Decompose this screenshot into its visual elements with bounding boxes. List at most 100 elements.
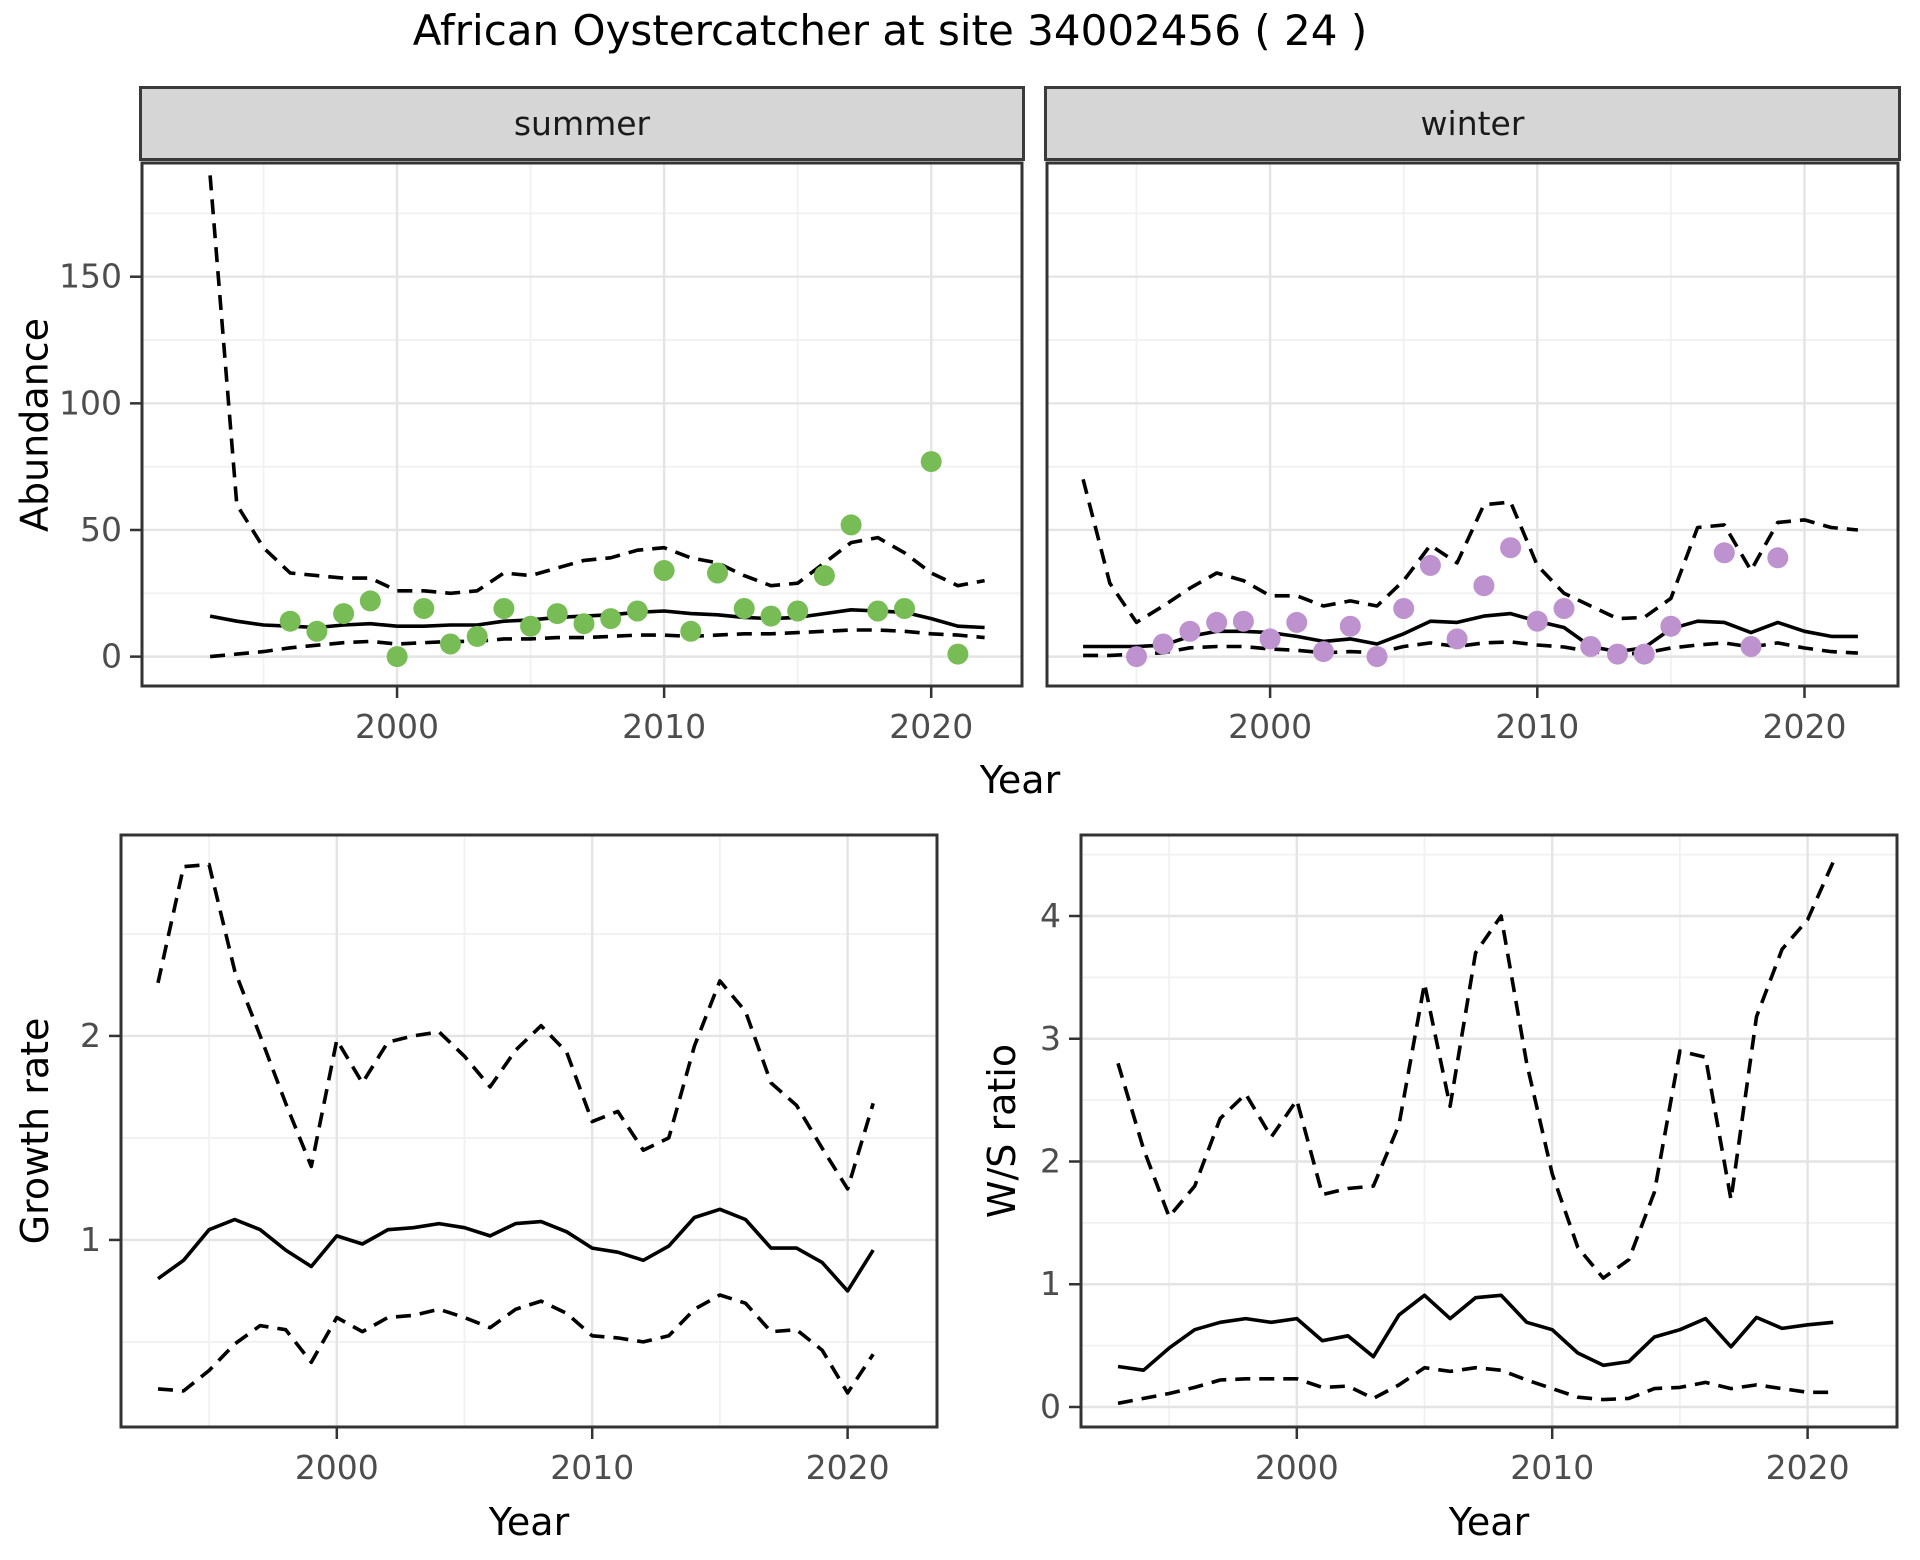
abundance-summer-point-2009 [626,600,648,622]
abundance-summer-upper_ci-line [208,175,985,596]
ws-ratio-x-tick-label-2010: 2010 [1510,1448,1594,1487]
abundance-winter-point-2018 [1740,636,1762,657]
growth-rate-panel-border [119,833,939,1429]
growth-rate-y-tick-label-2: 2 [80,1016,101,1055]
ws-ratio-y-tick-label-3: 3 [1040,1019,1061,1058]
abundance-winter-point-1997 [1179,620,1201,642]
growth-rate-median-line [156,1207,875,1293]
abundance-winter-x-tick-label-2000: 2000 [1228,707,1312,746]
plot-title: African Oystercatcher at site 34002456 (… [412,6,1368,55]
abundance-winter-point-2005 [1393,598,1415,619]
abundance-summer-point-2011 [680,620,702,642]
abundance-summer-y-tick-label-50: 50 [80,510,122,549]
x-axis-title-year-growth: Year [488,1500,570,1544]
abundance-winter-point-2007 [1446,628,1468,650]
abundance-summer-point-2019 [894,598,915,619]
abundance-winter-panel-bg [1047,163,1898,686]
abundance-summer-point-1999 [359,590,381,612]
abundance-winter-point-2012 [1580,636,1602,657]
abundance-winter-lower_ci-line [1083,640,1859,658]
abundance-winter-x-tick-label-2020: 2020 [1762,707,1846,746]
ws-ratio-panel-bg [1081,835,1897,1427]
abundance-summer-y-tick-label-100: 100 [59,383,122,422]
abundance-summer-x-tick-label-2020: 2020 [889,707,973,746]
abundance-summer-lower_ci-line [209,628,985,659]
abundance-summer-panel-border [140,161,1024,688]
abundance-winter-point-2019 [1767,547,1789,569]
growth-rate-x-tick-label-2020: 2020 [806,1448,890,1487]
abundance-winter-point-1998 [1206,611,1228,633]
growth-rate-x-tick-label-2010: 2010 [550,1448,634,1487]
abundance-winter-point-1995 [1126,646,1147,668]
ws-ratio-lower_ci-line [1117,1365,1834,1406]
abundance-summer-point-1998 [333,603,355,625]
abundance-winter-point-1996 [1152,633,1174,655]
abundance-winter-panel-border [1045,161,1900,688]
abundance-winter-median-line [1083,611,1858,654]
abundance-winter-point-2008 [1473,575,1495,597]
abundance-winter-point-2010 [1526,610,1548,632]
abundance-winter-point-1999 [1232,610,1254,632]
ws-ratio-x-tick-label-2000: 2000 [1255,1448,1339,1487]
ws-ratio-y-tick-label-0: 0 [1040,1387,1061,1426]
ws-ratio-panel-border [1079,833,1899,1429]
growth-rate-upper_ci-line [156,862,875,1191]
abundance-summer-point-2021 [947,643,969,665]
abundance-winter-point-2014 [1633,643,1655,665]
abundance-winter-point-2015 [1660,615,1682,637]
abundance-summer-point-1996 [279,610,301,632]
abundance-summer-point-2017 [840,514,862,536]
abundance-winter-point-2009 [1500,537,1522,559]
abundance-summer-point-2014 [760,605,782,627]
abundance-summer-y-tick-label-150: 150 [59,257,122,296]
facet-strip-summer: summer [139,86,1025,161]
growth-rate-y-tick-label-1: 1 [80,1220,101,1259]
abundance-winter-x-tick-label-2010: 2010 [1495,707,1579,746]
growth-rate-x-tick-label-2000: 2000 [295,1448,379,1487]
abundance-summer-point-2003 [466,625,488,647]
abundance-summer-point-2015 [787,600,809,622]
abundance-summer-point-2018 [867,600,889,622]
x-axis-title-year-top: Year [979,758,1061,802]
abundance-winter-point-2011 [1553,598,1575,619]
abundance-summer-point-2000 [386,646,408,668]
abundance-summer-point-2008 [600,608,622,630]
abundance-winter-upper_ci-line [1081,478,1859,625]
abundance-winter-point-2003 [1339,615,1361,637]
abundance-winter-point-2017 [1713,542,1735,564]
abundance-summer-point-1997 [306,620,328,642]
growth-rate-lower_ci-line [157,1293,875,1395]
abundance-summer-x-tick-label-2000: 2000 [355,707,439,746]
abundance-summer-panel-bg [142,163,1022,686]
facet-strip-summer-label: summer [513,104,651,143]
ws-ratio-upper_ci-line [1116,861,1835,1280]
abundance-summer-x-tick-label-2010: 2010 [622,707,706,746]
abundance-winter-point-2004 [1366,646,1388,668]
facet-strip-winter-label: winter [1420,104,1525,143]
abundance-winter-point-2013 [1607,643,1628,665]
abundance-summer-point-2020 [920,451,942,473]
abundance-summer-y-tick-label-0: 0 [101,637,122,676]
abundance-winter-point-2001 [1286,611,1308,633]
abundance-summer-point-2005 [520,615,542,637]
abundance-winter-point-2006 [1419,554,1441,576]
ws-ratio-y-tick-label-4: 4 [1040,896,1061,935]
abundance-winter-point-2000 [1259,628,1281,650]
abundance-summer-median-line [209,607,985,630]
abundance-summer-point-2012 [707,562,728,584]
abundance-summer-point-2002 [440,633,461,655]
facet-strip-winter: winter [1044,86,1901,161]
ws-ratio-x-tick-label-2020: 2020 [1766,1448,1850,1487]
x-axis-title-year-ws: Year [1448,1500,1530,1544]
ws-ratio-y-tick-label-1: 1 [1040,1264,1061,1303]
abundance-summer-point-2007 [573,613,595,635]
abundance-summer-point-2016 [813,565,835,587]
abundance-summer-point-2010 [653,560,675,581]
abundance-summer-point-2001 [413,598,435,619]
ws-ratio-y-tick-label-2: 2 [1040,1142,1061,1181]
abundance-winter-point-2002 [1313,641,1334,663]
abundance-summer-point-2006 [546,603,568,625]
abundance-summer-point-2013 [733,598,755,619]
ws-ratio-median-line [1117,1293,1834,1372]
